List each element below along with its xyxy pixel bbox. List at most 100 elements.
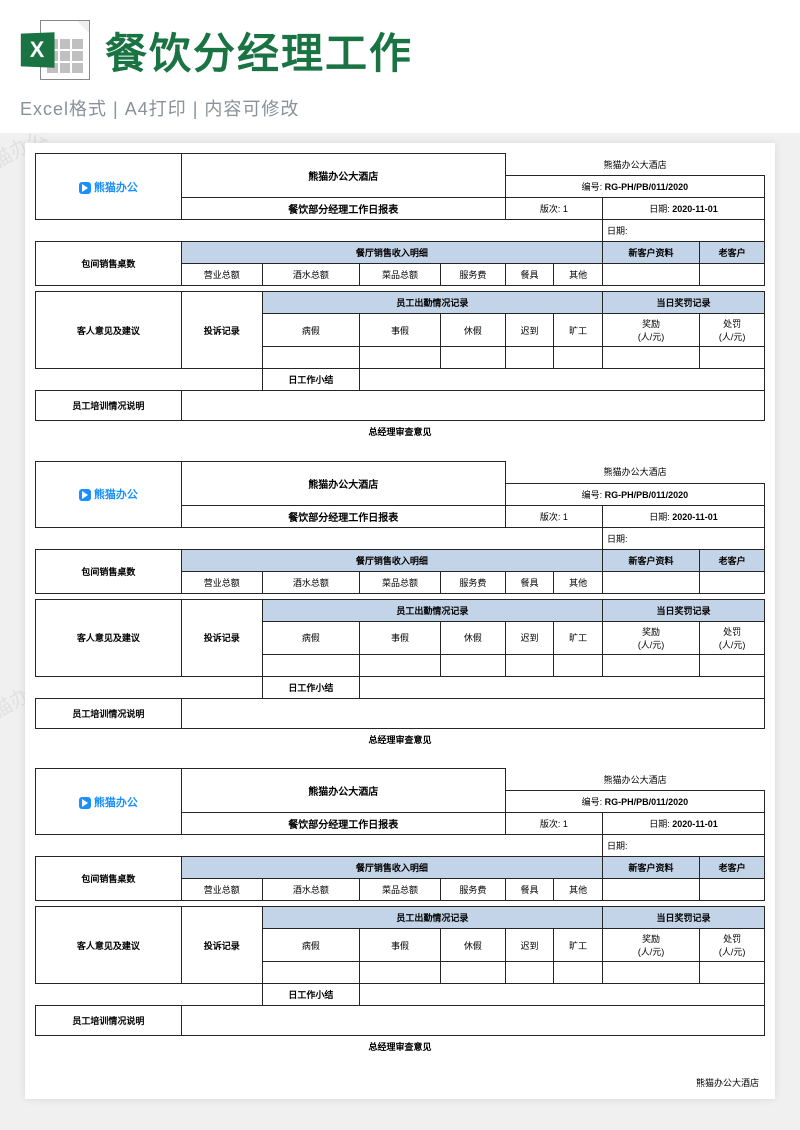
col-rest: 休假 bbox=[440, 621, 505, 654]
col-punish: 处罚(人/元) bbox=[700, 929, 765, 962]
guest-opinion-label: 客人意见及建议 bbox=[36, 599, 182, 676]
val-punish bbox=[700, 654, 765, 676]
old-cust-header: 老客户 bbox=[700, 549, 765, 571]
old-cust-cell bbox=[700, 571, 765, 593]
col-service: 服务费 bbox=[440, 879, 505, 901]
date: 日期: 2020-11-01 bbox=[602, 198, 764, 220]
col-dish: 菜品总额 bbox=[359, 264, 440, 286]
report-form: 熊猫办公 熊猫办公大酒店 熊猫办公大酒店 编号: RG-PH/PB/011/20… bbox=[35, 461, 765, 751]
income-header: 餐厅销售收入明细 bbox=[181, 857, 602, 879]
val-punish bbox=[700, 347, 765, 369]
new-cust-header: 新客户资料 bbox=[602, 242, 699, 264]
col-personal: 事假 bbox=[359, 314, 440, 347]
col-wine: 酒水总额 bbox=[262, 571, 359, 593]
brand-logo-cell: 熊猫办公 bbox=[36, 769, 182, 835]
hotel-name: 熊猫办公大酒店 bbox=[181, 154, 505, 198]
guest-opinion-label: 客人意见及建议 bbox=[36, 907, 182, 984]
col-other: 其他 bbox=[554, 879, 603, 901]
old-cust-header: 老客户 bbox=[700, 242, 765, 264]
val-reward bbox=[602, 654, 699, 676]
daily-summary-cell bbox=[359, 369, 764, 391]
date-empty: 日期: bbox=[602, 220, 764, 242]
col-dish: 菜品总额 bbox=[359, 879, 440, 901]
daily-summary-cell bbox=[359, 676, 764, 698]
report-title: 餐饮部分经理工作日报表 bbox=[181, 198, 505, 220]
excel-icon: X bbox=[20, 15, 90, 85]
complaints-label: 投诉记录 bbox=[181, 907, 262, 984]
daily-summary-label: 日工作小结 bbox=[262, 984, 359, 1006]
val-late bbox=[505, 962, 554, 984]
attendance-header: 员工出勤情况记录 bbox=[262, 599, 602, 621]
page-title: 餐饮分经理工作 bbox=[105, 20, 413, 81]
brand-logo-cell: 熊猫办公 bbox=[36, 154, 182, 220]
rewards-header: 当日奖罚记录 bbox=[602, 292, 764, 314]
col-sick: 病假 bbox=[262, 621, 359, 654]
report-title: 餐饮部分经理工作日报表 bbox=[181, 813, 505, 835]
old-cust-cell bbox=[700, 879, 765, 901]
new-cust-cell bbox=[602, 571, 699, 593]
doc-no: 编号: RG-PH/PB/011/2020 bbox=[505, 483, 764, 505]
val-punish bbox=[700, 962, 765, 984]
col-reward: 奖励(人/元) bbox=[602, 314, 699, 347]
val-sick bbox=[262, 962, 359, 984]
col-punish: 处罚(人/元) bbox=[700, 314, 765, 347]
training-cell bbox=[181, 391, 764, 421]
rewards-header: 当日奖罚记录 bbox=[602, 907, 764, 929]
val-absent bbox=[554, 962, 603, 984]
date: 日期: 2020-11-01 bbox=[602, 505, 764, 527]
income-header: 餐厅销售收入明细 bbox=[181, 549, 602, 571]
doc-no: 编号: RG-PH/PB/011/2020 bbox=[505, 791, 764, 813]
page-subtitle: Excel格式 | A4打印 | 内容可修改 bbox=[0, 95, 800, 133]
new-cust-cell bbox=[602, 879, 699, 901]
training-label: 员工培训情况说明 bbox=[36, 1006, 182, 1036]
attendance-header: 员工出勤情况记录 bbox=[262, 907, 602, 929]
attendance-header: 员工出勤情况记录 bbox=[262, 292, 602, 314]
val-absent bbox=[554, 654, 603, 676]
val-personal bbox=[359, 347, 440, 369]
room-sales-label: 包间销售桌数 bbox=[36, 857, 182, 901]
doc-no: 编号: RG-PH/PB/011/2020 bbox=[505, 176, 764, 198]
version: 版次: 1 bbox=[505, 813, 602, 835]
col-personal: 事假 bbox=[359, 621, 440, 654]
col-late: 迟到 bbox=[505, 314, 554, 347]
room-sales-label: 包间销售桌数 bbox=[36, 549, 182, 593]
income-header: 餐厅销售收入明细 bbox=[181, 242, 602, 264]
training-cell bbox=[181, 698, 764, 728]
val-rest bbox=[440, 962, 505, 984]
col-reward: 奖励(人/元) bbox=[602, 621, 699, 654]
val-reward bbox=[602, 347, 699, 369]
old-cust-cell bbox=[700, 264, 765, 286]
footer-hotel-bottom: 熊猫办公大酒店 bbox=[35, 1076, 765, 1089]
col-tableware: 餐具 bbox=[505, 264, 554, 286]
gm-review-label: 总经理审查意见 bbox=[36, 728, 765, 750]
date: 日期: 2020-11-01 bbox=[602, 813, 764, 835]
col-other: 其他 bbox=[554, 264, 603, 286]
report-title: 餐饮部分经理工作日报表 bbox=[181, 505, 505, 527]
val-late bbox=[505, 654, 554, 676]
excel-x-letter: X bbox=[21, 32, 55, 67]
room-sales-label: 包间销售桌数 bbox=[36, 242, 182, 286]
document-preview: 熊猫办公 熊猫办公大酒店 熊猫办公大酒店 编号: RG-PH/PB/011/20… bbox=[25, 143, 775, 1099]
hotel-name: 熊猫办公大酒店 bbox=[181, 461, 505, 505]
val-absent bbox=[554, 347, 603, 369]
col-sick: 病假 bbox=[262, 929, 359, 962]
daily-summary-label: 日工作小结 bbox=[262, 676, 359, 698]
footer-hotel-top: 熊猫办公大酒店 bbox=[505, 461, 764, 483]
footer-hotel-top: 熊猫办公大酒店 bbox=[505, 154, 764, 176]
col-rest: 休假 bbox=[440, 314, 505, 347]
new-cust-header: 新客户资料 bbox=[602, 857, 699, 879]
training-label: 员工培训情况说明 bbox=[36, 391, 182, 421]
val-rest bbox=[440, 347, 505, 369]
hotel-name: 熊猫办公大酒店 bbox=[181, 769, 505, 813]
col-other: 其他 bbox=[554, 571, 603, 593]
report-form: 熊猫办公 熊猫办公大酒店 熊猫办公大酒店 编号: RG-PH/PB/011/20… bbox=[35, 768, 765, 1058]
rewards-header: 当日奖罚记录 bbox=[602, 599, 764, 621]
old-cust-header: 老客户 bbox=[700, 857, 765, 879]
version: 版次: 1 bbox=[505, 505, 602, 527]
col-wine: 酒水总额 bbox=[262, 879, 359, 901]
col-business: 营业总额 bbox=[181, 264, 262, 286]
date-empty: 日期: bbox=[602, 835, 764, 857]
col-punish: 处罚(人/元) bbox=[700, 621, 765, 654]
col-tableware: 餐具 bbox=[505, 879, 554, 901]
val-sick bbox=[262, 347, 359, 369]
